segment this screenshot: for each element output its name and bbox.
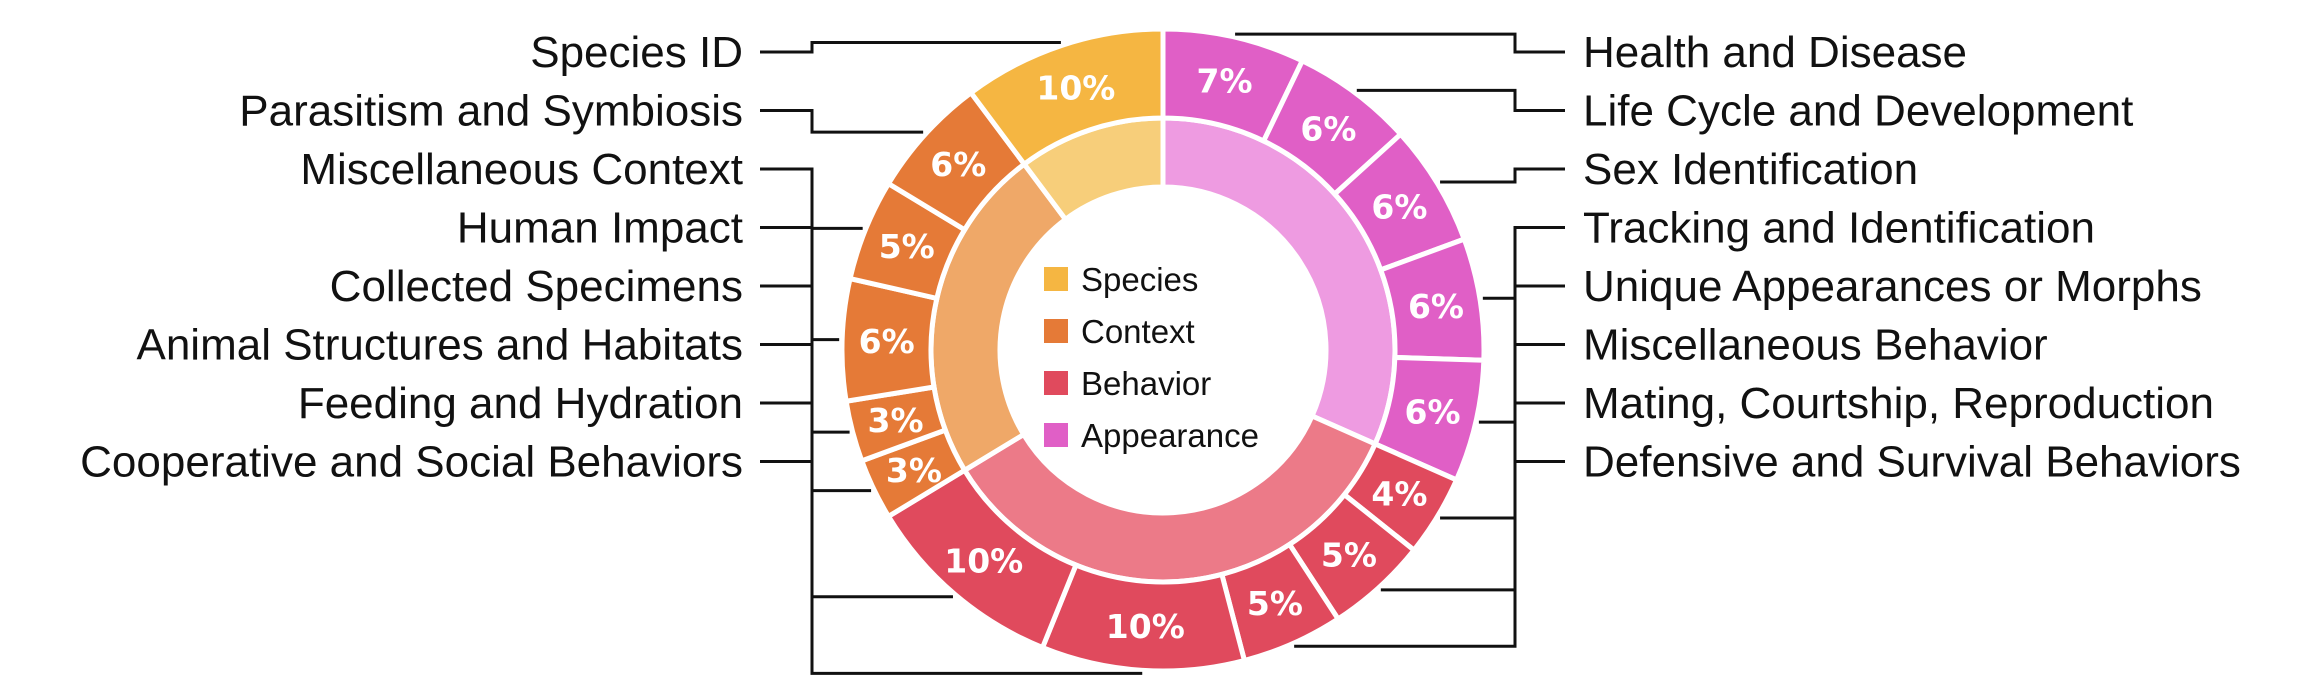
slice-value-label: 4% (1371, 474, 1427, 513)
category-label-life-cycle-and-development: Life Cycle and Development (1583, 87, 2133, 136)
category-label-collected-specimens: Collected Specimens (330, 262, 743, 311)
slice-value-labels: 7% 6% 6% 6% 6% 4% 5% 5% 10% 10% 3% 3% 6% 5% 6% 10% (859, 61, 1464, 645)
legend-swatch-behavior (1044, 371, 1068, 395)
leader-line (1482, 226, 1565, 300)
category-label-sex-identification: Sex Identification (1583, 145, 1918, 194)
slice-value-label: 10% (1036, 69, 1115, 108)
legend-swatch-appearance (1044, 423, 1068, 447)
category-label-miscellaneous-context: Miscellaneous Context (300, 145, 743, 194)
legend-swatch-species (1044, 267, 1068, 291)
slice-value-label: 3% (886, 451, 942, 490)
category-label-miscellaneous-behavior: Miscellaneous Behavior (1583, 321, 2048, 370)
slice-value-label: 6% (930, 145, 986, 184)
leader-line (760, 460, 1143, 675)
slice-category-labels: Health and Disease Life Cycle and Develop… (80, 28, 2241, 487)
slice-value-label: 7% (1197, 61, 1253, 100)
slice-value-label: 5% (879, 227, 935, 266)
leader-line (1235, 32, 1565, 54)
category-label-parasitism-and-symbiosis: Parasitism and Symbiosis (239, 87, 743, 136)
outer-ring (839, 26, 1487, 674)
legend-label-species: Species (1081, 261, 1198, 298)
slice-value-label: 10% (1106, 607, 1185, 646)
leader-lines (760, 32, 1565, 675)
leader-line (1440, 167, 1565, 184)
slice-value-label: 3% (868, 401, 924, 440)
slice-value-label: 6% (1405, 393, 1461, 432)
legend-label-context: Context (1081, 313, 1195, 350)
leader-line (1294, 460, 1565, 648)
category-label-unique-appearances-or-morphs: Unique Appearances or Morphs (1583, 262, 2202, 311)
legend-label-behavior: Behavior (1081, 365, 1211, 402)
leader-line (760, 167, 863, 230)
slice-value-label: 10% (944, 542, 1023, 581)
slice-value-label: 5% (1321, 536, 1377, 575)
category-label-health-and-disease: Health and Disease (1583, 28, 1967, 77)
slice-value-label: 6% (1408, 287, 1464, 326)
category-label-defensive-and-survival-behaviors: Defensive and Survival Behaviors (1583, 438, 2241, 487)
legend-label-appearance: Appearance (1081, 417, 1259, 454)
category-label-animal-structures-and-habitats: Animal Structures and Habitats (136, 321, 743, 370)
category-label-feeding-and-hydration: Feeding and Hydration (298, 379, 743, 428)
slice-value-label: 5% (1247, 584, 1303, 623)
leader-line (760, 284, 850, 434)
leader-line (760, 109, 924, 134)
slice-value-label: 6% (859, 322, 915, 361)
category-label-human-impact: Human Impact (457, 204, 743, 253)
legend-swatch-context (1044, 319, 1068, 343)
slice-value-label: 6% (1371, 188, 1427, 227)
category-label-cooperative-and-social-behaviors: Cooperative and Social Behaviors (80, 438, 743, 487)
slice-species-id (967, 26, 1166, 168)
leader-line (760, 226, 840, 342)
slice-value-label: 6% (1300, 109, 1356, 148)
category-label-tracking-and-identification: Tracking and Identification (1583, 204, 2095, 253)
legend: Species Context Behavior Appearance (1044, 261, 1259, 454)
category-label-mating-courtship-reproduction: Mating, Courtship, Reproduction (1583, 379, 2214, 428)
category-label-species-id: Species ID (530, 28, 743, 77)
leader-line (760, 41, 1061, 54)
leader-line (1356, 88, 1565, 112)
